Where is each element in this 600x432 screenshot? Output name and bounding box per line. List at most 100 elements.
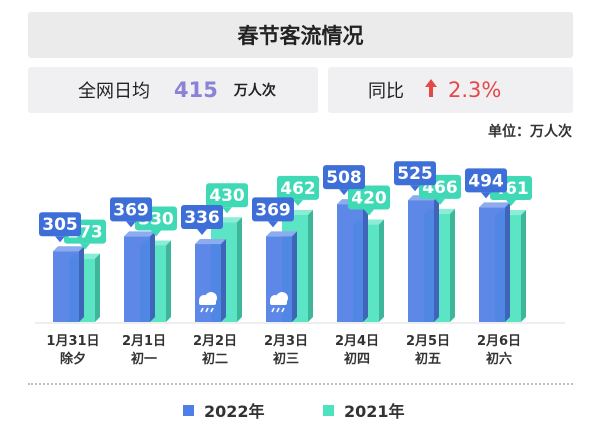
bar-2022-0 (53, 246, 84, 322)
bar-2022-4-face (337, 204, 363, 322)
x-tick-lunar-0: 除夕 (60, 351, 86, 367)
label-2021-4-box (348, 185, 390, 210)
x-tick-lunar-6: 初六 (486, 351, 512, 367)
label-2021-6-pointer (506, 200, 516, 207)
divider-dotted (28, 383, 573, 385)
label-2022-3-pointer (268, 221, 278, 228)
bar-2021-2-side (237, 217, 242, 322)
label-2022-5: 525 (394, 161, 436, 192)
legend-label-2022: 2022年 (204, 402, 265, 421)
rain-cloud-icon (199, 292, 217, 313)
label-2022-2-pointer (197, 229, 207, 236)
bar-2022-6-side (505, 202, 510, 322)
label-2022-6-text: 494 (468, 171, 504, 191)
label-2022-1-box (110, 197, 152, 222)
bar-2022-3 (266, 231, 297, 322)
x-tick-lunar-5: 初五 (415, 351, 441, 367)
label-2022-3-text: 369 (255, 200, 291, 220)
label-2022-0-box (39, 212, 81, 237)
daily-average-label: 全网日均 (78, 81, 150, 102)
bar-2022-1-side (150, 231, 155, 322)
bar-2022-3-top (266, 231, 297, 237)
bar-2022-5-face (408, 200, 434, 322)
bar-2022-3-face (266, 236, 292, 322)
bar-2021-0-side (95, 253, 100, 322)
bar-2021-6-side (521, 210, 526, 322)
bar-2022-5-side (434, 195, 439, 322)
label-2022-5-pointer (410, 185, 420, 192)
legend-label-2021: 2021年 (344, 402, 405, 421)
x-tick-date-4: 2月4日 (335, 334, 379, 349)
arrow-up-icon (424, 78, 438, 102)
yoy-label: 同比 (368, 81, 404, 102)
label-2021-3-pointer (293, 199, 303, 206)
bar-2022-4 (337, 199, 368, 322)
x-tick-lunar-4: 初四 (344, 351, 370, 367)
bar-2022-2-top (195, 239, 226, 245)
label-2022-0-pointer (55, 236, 65, 243)
label-2022-1-pointer (126, 221, 136, 228)
label-2021-4-pointer (364, 209, 374, 216)
unit-note: 单位：万人次 (488, 124, 572, 140)
bar-2022-6-face (479, 207, 505, 322)
x-tick-date-5: 2月5日 (406, 334, 450, 349)
legend-swatch-2022 (183, 404, 194, 416)
label-2021-2: 430 (206, 183, 248, 214)
x-tick-date-1: 2月1日 (122, 334, 166, 349)
yoy-value: 2.3% (448, 78, 502, 102)
label-2022-6: 494 (465, 168, 507, 199)
bar-2022-4-side (363, 199, 368, 322)
label-2021-3: 462 (277, 175, 319, 206)
bar-2022-1 (124, 231, 155, 322)
label-2022-4: 508 (323, 165, 365, 196)
bar-2021-5-side (450, 208, 455, 322)
label-2022-3: 369 (252, 197, 294, 228)
legend-item-2021: 2021年 (323, 398, 405, 422)
label-2021-3-box (277, 175, 319, 200)
label-2022-0-text: 305 (42, 215, 78, 235)
label-2022-6-pointer (481, 192, 491, 199)
bar-2022-5 (408, 195, 439, 322)
x-tick-date-2: 2月2日 (193, 334, 237, 349)
x-tick-lunar-1: 初一 (131, 351, 157, 367)
x-tick-lunar-2: 初二 (202, 351, 228, 367)
label-2022-4-pointer (339, 189, 349, 196)
bar-2021-3-side (308, 209, 313, 322)
legend-item-2022: 2022年 (183, 398, 265, 422)
label-2022-2-box (181, 205, 223, 230)
label-2021-5-pointer (435, 198, 445, 205)
label-2021-2-pointer (222, 207, 232, 214)
bar-2022-0-face (53, 251, 79, 322)
label-2021-2-box (206, 183, 248, 208)
bar-2022-6-top (479, 202, 510, 208)
bar-2021-4-side (379, 219, 384, 322)
label-2022-5-text: 525 (397, 164, 433, 184)
label-2022-3-box (252, 197, 294, 222)
bar-2022-3-side (292, 231, 297, 322)
label-2022-5-box (394, 161, 436, 186)
label-2022-2: 336 (181, 205, 223, 236)
x-tick-lunar-3: 初三 (273, 351, 299, 367)
yoy-panel: 同比 2.3% (328, 67, 573, 113)
label-2022-6-box (465, 168, 507, 193)
bar-2022-1-face (124, 236, 150, 322)
label-2022-1: 369 (110, 197, 152, 228)
bar-2022-0-top (53, 246, 84, 252)
label-2022-1-text: 369 (113, 200, 149, 220)
label-2021-4-text: 420 (351, 189, 387, 209)
legend-swatch-2021 (323, 404, 334, 416)
bar-2022-1-top (124, 231, 155, 237)
daily-average-value: 415 (174, 78, 218, 102)
daily-average-unit: 万人次 (233, 83, 276, 99)
bar-2022-0-side (79, 246, 84, 322)
label-2021-4: 420 (348, 185, 390, 216)
bar-2022-2-face (195, 244, 221, 322)
bar-2022-2 (195, 239, 226, 322)
bar-2021-1-side (166, 240, 171, 322)
x-tick-date-3: 2月3日 (264, 334, 308, 349)
label-2022-2-text: 336 (184, 208, 220, 228)
label-2022-0: 305 (39, 212, 81, 243)
chart-title: 春节客流情况 (28, 12, 573, 58)
label-2021-0-pointer (80, 243, 90, 250)
bar-2022-2-side (221, 239, 226, 322)
